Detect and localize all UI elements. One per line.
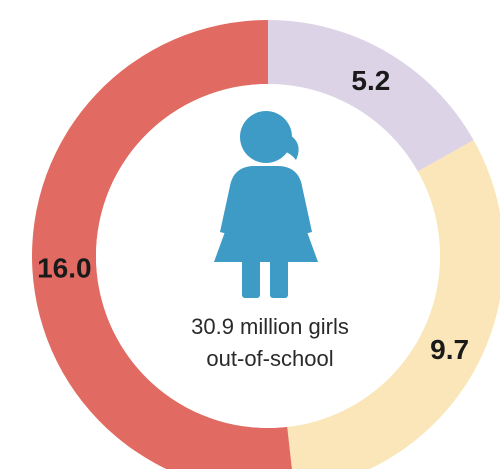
slice-label-16.0: 16.0	[37, 252, 92, 283]
girl-icon	[214, 111, 318, 298]
donut-slice-5.2	[268, 20, 474, 172]
donut-slice-16.0	[32, 20, 292, 469]
slice-label-9.7: 9.7	[430, 334, 469, 365]
center-label-line-2: out-of-school	[206, 346, 333, 371]
donut-slice-9.7	[287, 140, 500, 469]
slice-labels: 5.2 9.7 16.0	[37, 65, 469, 365]
center-label-line-1: 30.9 million girls	[191, 314, 349, 339]
slice-label-5.2: 5.2	[351, 65, 390, 96]
